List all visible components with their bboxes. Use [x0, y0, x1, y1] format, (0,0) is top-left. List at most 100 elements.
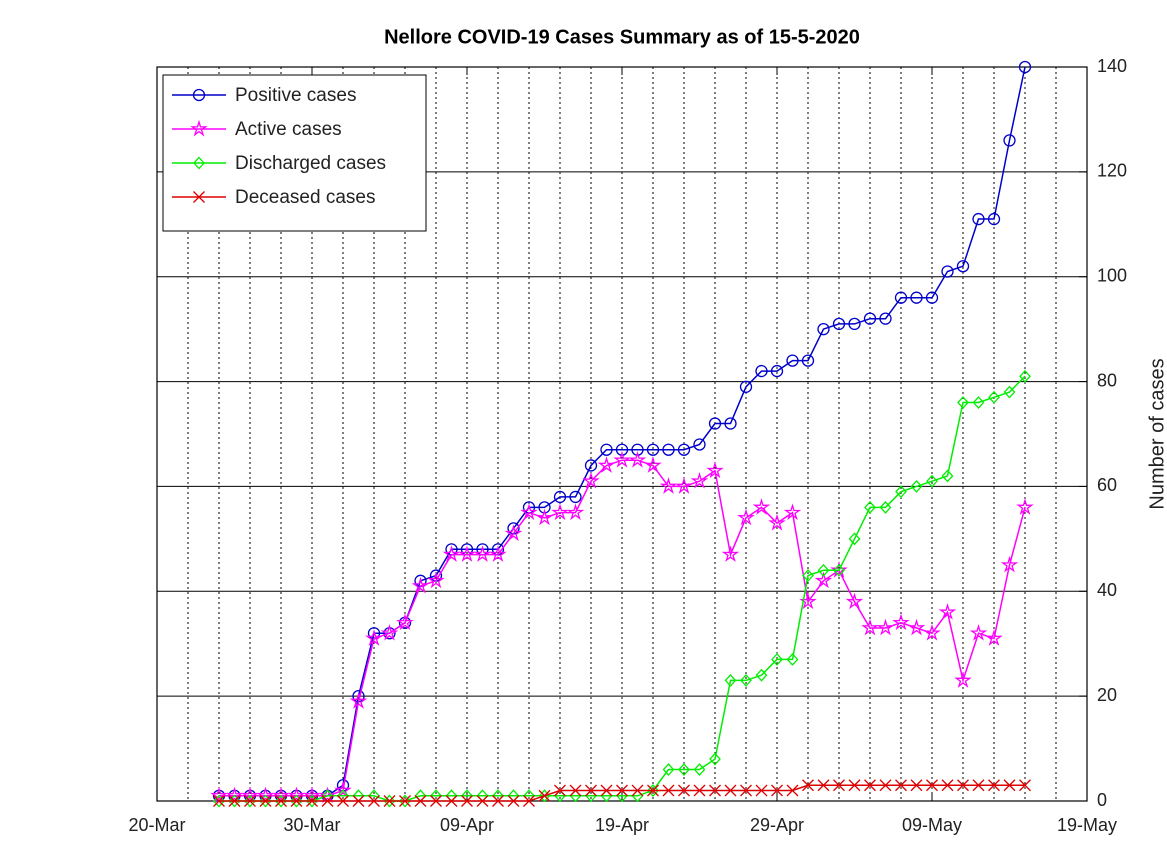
marker: [739, 380, 753, 393]
marker: [941, 779, 954, 792]
marker: [892, 613, 910, 631]
marker: [910, 291, 923, 304]
marker: [755, 784, 768, 797]
marker: [907, 618, 926, 636]
marker: [938, 603, 957, 620]
marker: [489, 545, 507, 562]
marker: [210, 786, 228, 804]
marker: [192, 88, 206, 102]
marker: [895, 485, 907, 499]
marker: [365, 629, 383, 646]
marker: [987, 212, 1001, 226]
marker: [399, 794, 411, 808]
marker: [724, 673, 737, 687]
marker: [244, 795, 256, 807]
marker: [833, 779, 845, 792]
marker: [926, 474, 938, 488]
y-tick-label: 20: [1097, 685, 1117, 705]
marker: [721, 545, 740, 562]
marker: [259, 795, 272, 807]
marker: [770, 364, 784, 378]
marker: [507, 795, 520, 807]
marker: [706, 461, 724, 479]
marker: [724, 784, 737, 797]
marker: [972, 212, 985, 226]
x-tick-label: 19-Apr: [595, 815, 649, 835]
marker: [879, 500, 892, 514]
marker: [709, 784, 721, 797]
marker: [275, 795, 287, 807]
marker: [321, 795, 334, 807]
marker: [972, 396, 985, 410]
marker: [693, 763, 706, 777]
marker: [585, 784, 597, 797]
marker: [190, 119, 208, 137]
marker: [895, 779, 907, 792]
marker: [644, 456, 662, 473]
y-axis-label: Number of cases: [1146, 358, 1167, 509]
marker: [786, 652, 799, 666]
marker: [349, 692, 368, 709]
marker: [272, 786, 290, 804]
marker: [228, 794, 241, 808]
marker: [337, 795, 349, 807]
marker: [427, 571, 445, 589]
marker: [832, 317, 846, 331]
marker: [864, 779, 876, 792]
y-tick-label: 60: [1097, 475, 1117, 495]
marker: [399, 795, 411, 807]
marker: [628, 450, 647, 468]
marker: [768, 513, 786, 531]
marker: [954, 671, 972, 688]
marker: [458, 545, 476, 562]
marker: [306, 794, 318, 808]
marker: [879, 312, 892, 325]
marker: [303, 786, 321, 804]
marker: [755, 668, 768, 682]
marker: [879, 779, 892, 792]
marker: [988, 390, 1000, 404]
legend-box: [162, 74, 427, 232]
marker: [445, 795, 458, 807]
marker: [352, 795, 365, 807]
marker: [553, 490, 567, 504]
x-tick-label: 19-May: [1057, 815, 1117, 835]
marker: [380, 623, 399, 641]
marker: [925, 291, 939, 304]
marker: [290, 794, 303, 808]
marker: [1003, 385, 1016, 399]
x-tick-label: 30-Mar: [283, 815, 340, 835]
marker: [677, 443, 691, 456]
marker: [678, 784, 690, 797]
marker: [817, 779, 830, 792]
legend-label: Positive cases: [235, 85, 356, 106]
marker: [845, 592, 864, 610]
x-tick-label: 09-May: [902, 815, 962, 835]
marker: [708, 417, 722, 430]
marker: [771, 652, 783, 666]
marker: [894, 291, 908, 304]
marker: [647, 784, 659, 797]
y-tick-label: 140: [1097, 56, 1127, 76]
marker: [430, 795, 442, 807]
marker: [383, 794, 396, 808]
marker: [690, 471, 709, 489]
marker: [259, 794, 272, 808]
marker: [848, 532, 861, 546]
marker: [520, 503, 538, 521]
marker: [675, 477, 693, 494]
marker: [848, 317, 861, 331]
marker: [910, 779, 923, 792]
marker: [972, 779, 985, 792]
marker: [864, 500, 876, 514]
marker: [600, 443, 613, 456]
marker: [275, 794, 287, 808]
y-tick-label: 40: [1097, 580, 1117, 600]
marker: [597, 456, 616, 473]
marker: [244, 794, 256, 808]
marker: [910, 479, 923, 493]
marker: [941, 469, 954, 483]
marker: [861, 618, 879, 636]
marker: [473, 545, 492, 562]
marker: [659, 477, 678, 494]
